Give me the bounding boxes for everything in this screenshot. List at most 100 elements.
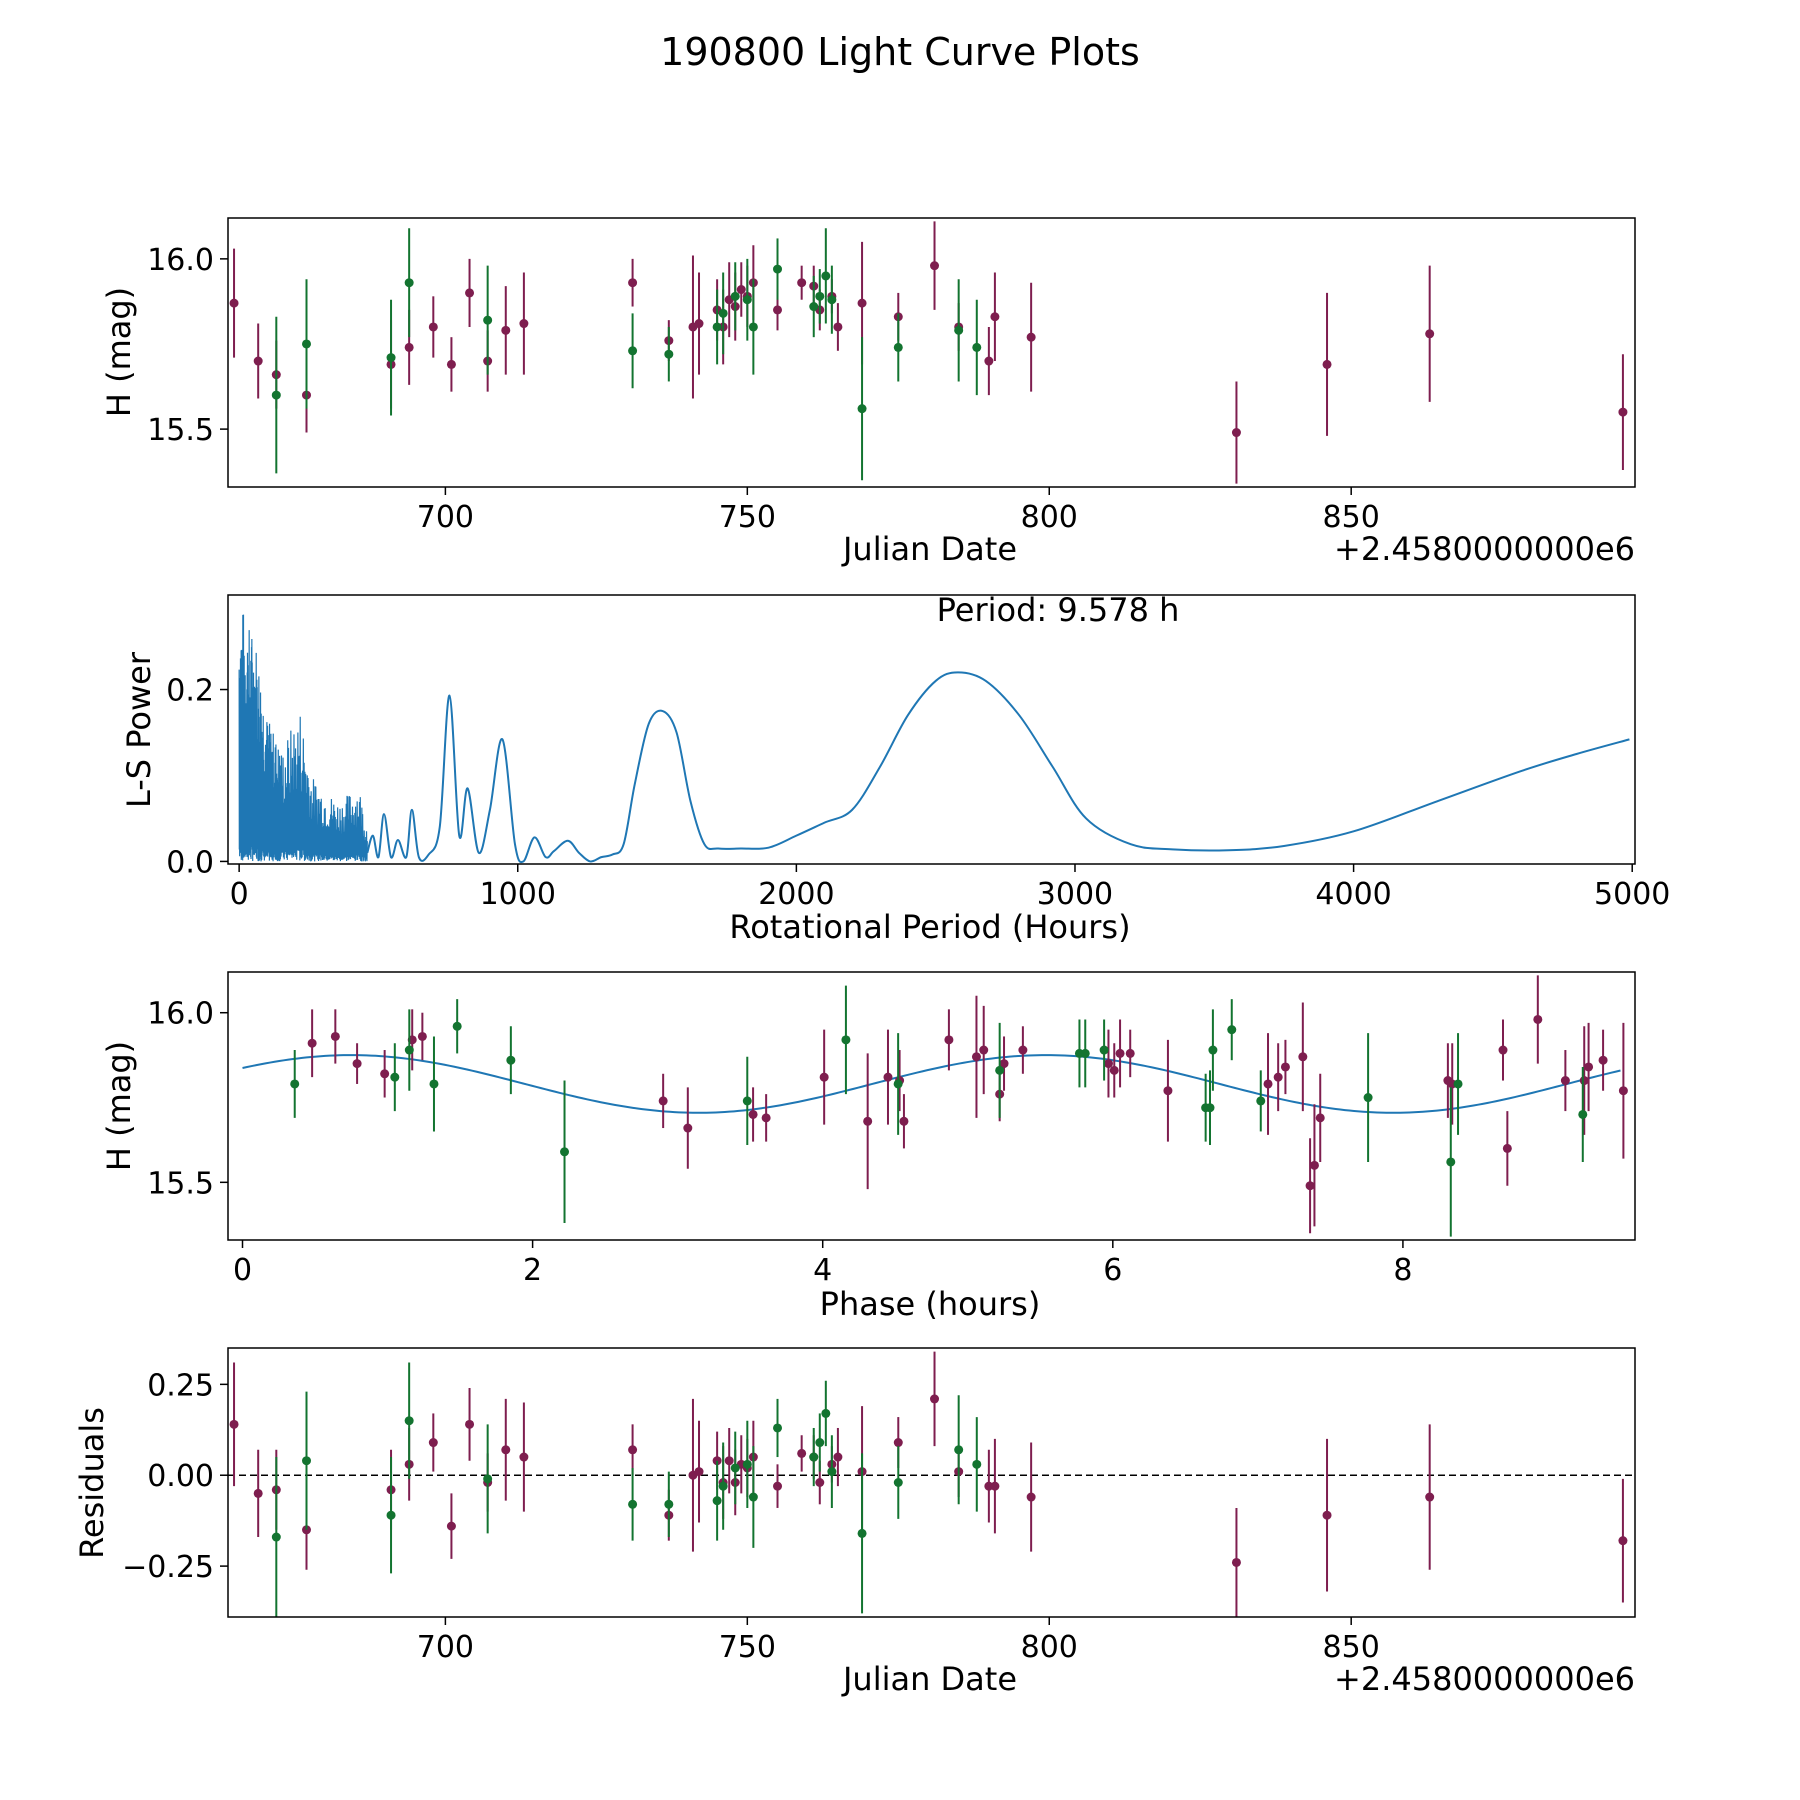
periodogram-xtick-label: 5000 bbox=[1594, 877, 1670, 912]
residuals-red-point bbox=[1026, 1492, 1036, 1502]
phased-red-point bbox=[1309, 1160, 1319, 1170]
residuals-green-point bbox=[386, 1510, 396, 1520]
lightcurve-red-point bbox=[501, 325, 511, 335]
periodogram-power-line bbox=[366, 671, 1630, 864]
lightcurve-red-point bbox=[253, 356, 263, 366]
phased-red-point bbox=[979, 1045, 989, 1055]
lightcurve-green-point bbox=[742, 295, 752, 305]
lightcurve-green-point bbox=[386, 353, 396, 363]
periodogram-axes-frame bbox=[227, 594, 1636, 865]
lightcurve-xtick-label: 850 bbox=[1323, 500, 1380, 535]
lightcurve-red-point bbox=[1618, 407, 1628, 417]
residuals-xtick-label: 700 bbox=[417, 1630, 474, 1665]
phased-green-point bbox=[506, 1055, 516, 1065]
lightcurve-red-point bbox=[984, 356, 994, 366]
lightcurve-red-point bbox=[446, 359, 456, 369]
lightcurve-red-point bbox=[857, 298, 867, 308]
residuals-green-point bbox=[664, 1499, 674, 1509]
lightcurve-red-point bbox=[1231, 428, 1241, 438]
phased-red-point bbox=[1618, 1086, 1628, 1096]
lightcurve-red-point bbox=[797, 278, 807, 288]
residuals-red-point bbox=[694, 1467, 704, 1477]
phased-axes-frame bbox=[227, 971, 1636, 1241]
lightcurve-red-point bbox=[736, 285, 746, 295]
periodogram-noise-line bbox=[238, 614, 368, 862]
residuals-green-point bbox=[404, 1416, 414, 1426]
lightcurve-red-point bbox=[1425, 329, 1435, 339]
lightcurve-xtick-label: 800 bbox=[1021, 500, 1078, 535]
phased-red-point bbox=[307, 1038, 317, 1048]
residuals-xlabel: Julian Date bbox=[841, 1660, 1017, 1698]
phased-xtick-label: 8 bbox=[1393, 1253, 1412, 1288]
lightcurve-xlabel: Julian Date bbox=[841, 530, 1017, 568]
phased-red-point bbox=[863, 1116, 873, 1126]
phased-red-point bbox=[1498, 1045, 1508, 1055]
residuals-red-point bbox=[893, 1438, 903, 1448]
lightcurve-green-point bbox=[809, 302, 819, 312]
residuals-red-point bbox=[773, 1481, 783, 1491]
residuals-green-point bbox=[628, 1499, 638, 1509]
periodogram-title: Period: 9.578 h bbox=[937, 591, 1180, 629]
phased-red-point bbox=[1502, 1143, 1512, 1153]
residuals-red-point bbox=[628, 1445, 638, 1455]
lightcurve-green-point bbox=[827, 295, 837, 305]
periodogram-xtick-label: 0 bbox=[230, 877, 249, 912]
phased-fit-curve bbox=[242, 1054, 1621, 1114]
phased-green-point bbox=[452, 1021, 462, 1031]
residuals-red-point bbox=[797, 1448, 807, 1458]
phased-green-point bbox=[1099, 1045, 1109, 1055]
residuals-green-point bbox=[815, 1438, 825, 1448]
residuals-green-point bbox=[893, 1478, 903, 1487]
lightcurve-green-point bbox=[954, 325, 964, 335]
lightcurve-red-point bbox=[1322, 359, 1332, 369]
phased-red-point bbox=[761, 1113, 771, 1123]
residuals-green-point bbox=[712, 1496, 722, 1506]
lightcurve-green-point bbox=[483, 315, 493, 325]
lightcurve-green-point bbox=[821, 271, 831, 281]
periodogram-ylabel: L-S Power bbox=[120, 651, 158, 808]
lightcurve-red-point bbox=[404, 342, 414, 352]
periodogram-xtick-label: 4000 bbox=[1315, 877, 1391, 912]
residuals-red-point bbox=[1618, 1536, 1628, 1546]
phased-red-point bbox=[417, 1031, 427, 1041]
phased-xtick-label: 0 bbox=[233, 1253, 252, 1288]
periodogram-panel: Period: 9.578 h Rotational Period (Hours… bbox=[120, 591, 1670, 946]
residuals-green-point bbox=[271, 1532, 281, 1542]
residuals-green-point bbox=[730, 1463, 740, 1473]
phased-red-point bbox=[1305, 1181, 1315, 1191]
residuals-green-point bbox=[742, 1459, 752, 1469]
lightcurve-green-point bbox=[664, 349, 674, 359]
periodogram-data-layer bbox=[238, 614, 1630, 864]
phased-red-point bbox=[971, 1052, 981, 1062]
residuals-xtick-label: 850 bbox=[1323, 1630, 1380, 1665]
residuals-green-point bbox=[302, 1456, 312, 1466]
phased-green-point bbox=[1208, 1045, 1218, 1055]
phased-green-point bbox=[841, 1035, 851, 1045]
phased-green-point bbox=[1453, 1079, 1463, 1089]
phased-red-point bbox=[1298, 1052, 1308, 1062]
phased-panel: Phase (hours) H (mag) 0 2 4 6 8 15.5 16.0 bbox=[100, 971, 1636, 1323]
residuals-red-point bbox=[253, 1488, 263, 1498]
phased-green-point bbox=[995, 1065, 1005, 1075]
lightcurve-green-point bbox=[271, 390, 281, 400]
lightcurve-green-point bbox=[857, 404, 867, 414]
phased-red-point bbox=[1273, 1072, 1283, 1082]
residuals-red-point bbox=[1231, 1557, 1241, 1567]
lightcurve-red-point bbox=[930, 261, 940, 271]
lightcurve-red-point bbox=[628, 278, 638, 288]
residuals-green-point bbox=[773, 1423, 783, 1433]
lightcurve-ytick-label: 16.0 bbox=[147, 243, 214, 278]
phased-xtick-label: 4 bbox=[813, 1253, 832, 1288]
phased-red-point bbox=[1533, 1014, 1543, 1024]
residuals-red-point bbox=[428, 1438, 438, 1448]
phased-green-point bbox=[560, 1147, 570, 1157]
lightcurve-green-point bbox=[972, 342, 982, 352]
phased-ytick-label: 16.0 bbox=[147, 997, 214, 1032]
residuals-green-point bbox=[972, 1459, 982, 1469]
residuals-red-point bbox=[990, 1481, 1000, 1491]
residuals-red-point bbox=[1322, 1510, 1332, 1520]
phased-red-point bbox=[1598, 1055, 1608, 1065]
periodogram-ytick-label: 0.0 bbox=[166, 845, 214, 880]
residuals-red-point bbox=[229, 1419, 239, 1429]
phased-green-point bbox=[1363, 1093, 1373, 1103]
